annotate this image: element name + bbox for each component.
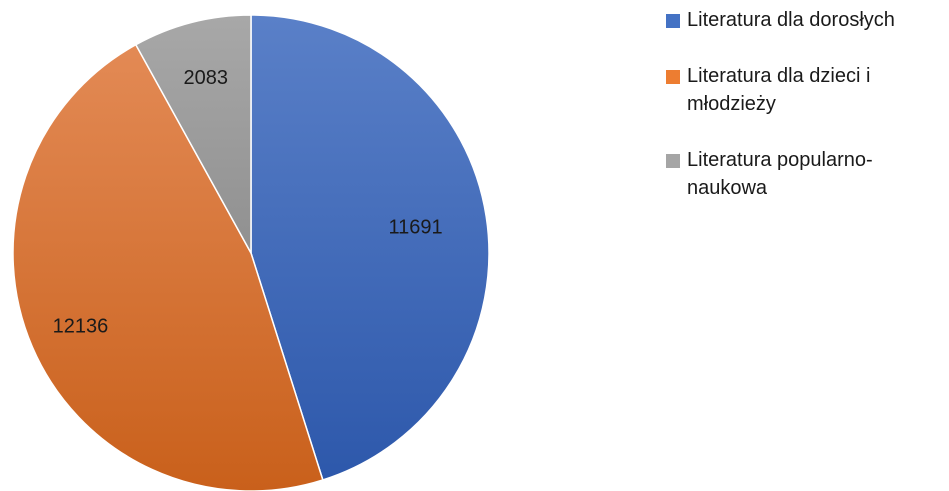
- legend: Literatura dla dorosłych Literatura dla …: [666, 6, 949, 230]
- pie-data-labels: 11691 12136 2083: [53, 67, 443, 337]
- slice-adult-literature: [250, 14, 490, 481]
- slice-children-literature: [12, 43, 324, 491]
- legend-swatch-gray: [666, 154, 680, 168]
- data-label-popular-science: 2083: [184, 67, 229, 89]
- legend-item-popular-science: Literatura popularno-naukowa: [666, 146, 949, 202]
- data-label-adult-literature: 11691: [389, 217, 443, 239]
- legend-item-children-literature: Literatura dla dzieci i młodzieży: [666, 62, 949, 118]
- data-label-children-literature: 12136: [53, 315, 109, 337]
- legend-label: Literatura dla dzieci i młodzieży: [687, 65, 871, 115]
- legend-label: Literatura popularno-naukowa: [687, 149, 873, 199]
- legend-item-adult-literature: Literatura dla dorosłych: [666, 6, 949, 34]
- slice-popular-science: [134, 14, 252, 254]
- pie-slices: [12, 14, 490, 491]
- legend-swatch-orange: [666, 70, 680, 84]
- legend-swatch-blue: [666, 14, 680, 28]
- legend-label: Literatura dla dorosłych: [687, 9, 895, 31]
